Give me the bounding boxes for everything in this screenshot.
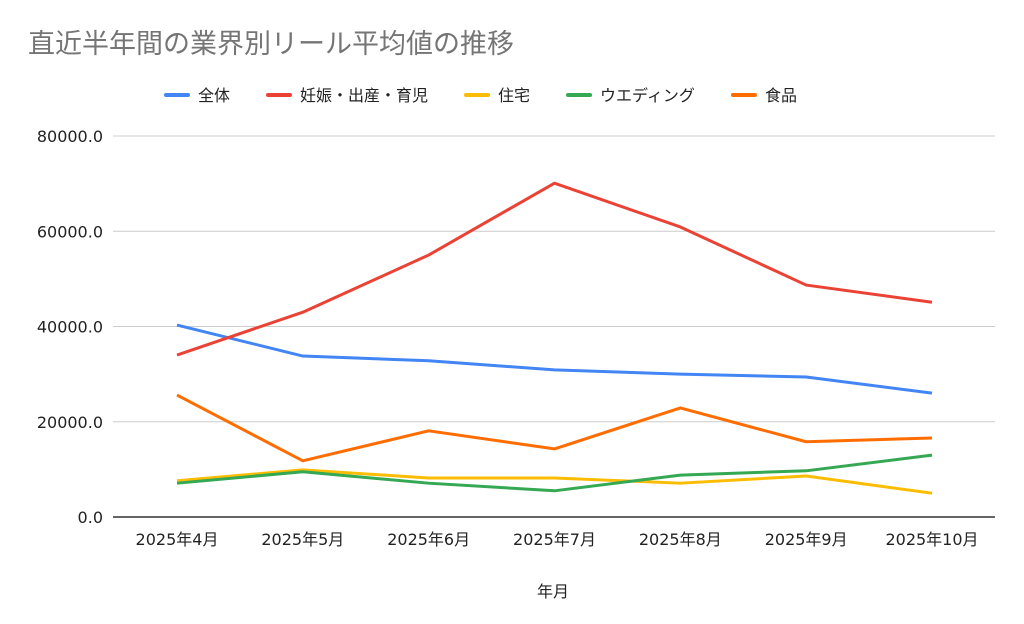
chart-title: 直近半年間の業界別リール平均値の推移: [28, 29, 514, 60]
legend-label: 住宅: [498, 86, 530, 105]
x-tick-label: 2025年10月: [885, 530, 978, 549]
legend-label: ウエディング: [600, 86, 695, 105]
y-tick-label: 0.0: [78, 508, 103, 527]
x-axis-ticks: 2025年4月 2025年5月 2025年6月 2025年7月 2025年8月 2025年…: [136, 530, 979, 549]
y-tick-label: 80000.0: [37, 127, 103, 146]
x-tick-label: 2025年9月: [765, 530, 848, 549]
series-line-0: [176, 323, 933, 395]
y-tick-label: 20000.0: [37, 413, 103, 432]
legend-label: 全体: [198, 86, 230, 105]
legend-label: 妊娠・出産・育児: [300, 86, 428, 105]
x-tick-label: 2025年5月: [261, 530, 344, 549]
x-axis-title: 年月: [537, 582, 569, 601]
series-line-3: [176, 453, 933, 493]
legend-label: 食品: [765, 86, 797, 105]
y-tick-label: 60000.0: [37, 222, 103, 241]
legend: 全体 妊娠・出産・育児 住宅 ウエディング 食品: [164, 86, 797, 105]
y-axis-ticks: 0.0 20000.0 40000.0 60000.0 80000.0: [37, 127, 103, 527]
x-tick-label: 2025年7月: [513, 530, 596, 549]
x-tick-label: 2025年8月: [639, 530, 722, 549]
series-line-4: [176, 393, 933, 463]
series-line-1: [176, 181, 933, 357]
x-tick-label: 2025年4月: [136, 530, 219, 549]
y-tick-label: 40000.0: [37, 318, 103, 337]
series-lines: [176, 181, 933, 495]
x-tick-label: 2025年6月: [387, 530, 470, 549]
series-line-2: [176, 468, 933, 495]
gridlines: [113, 135, 995, 518]
